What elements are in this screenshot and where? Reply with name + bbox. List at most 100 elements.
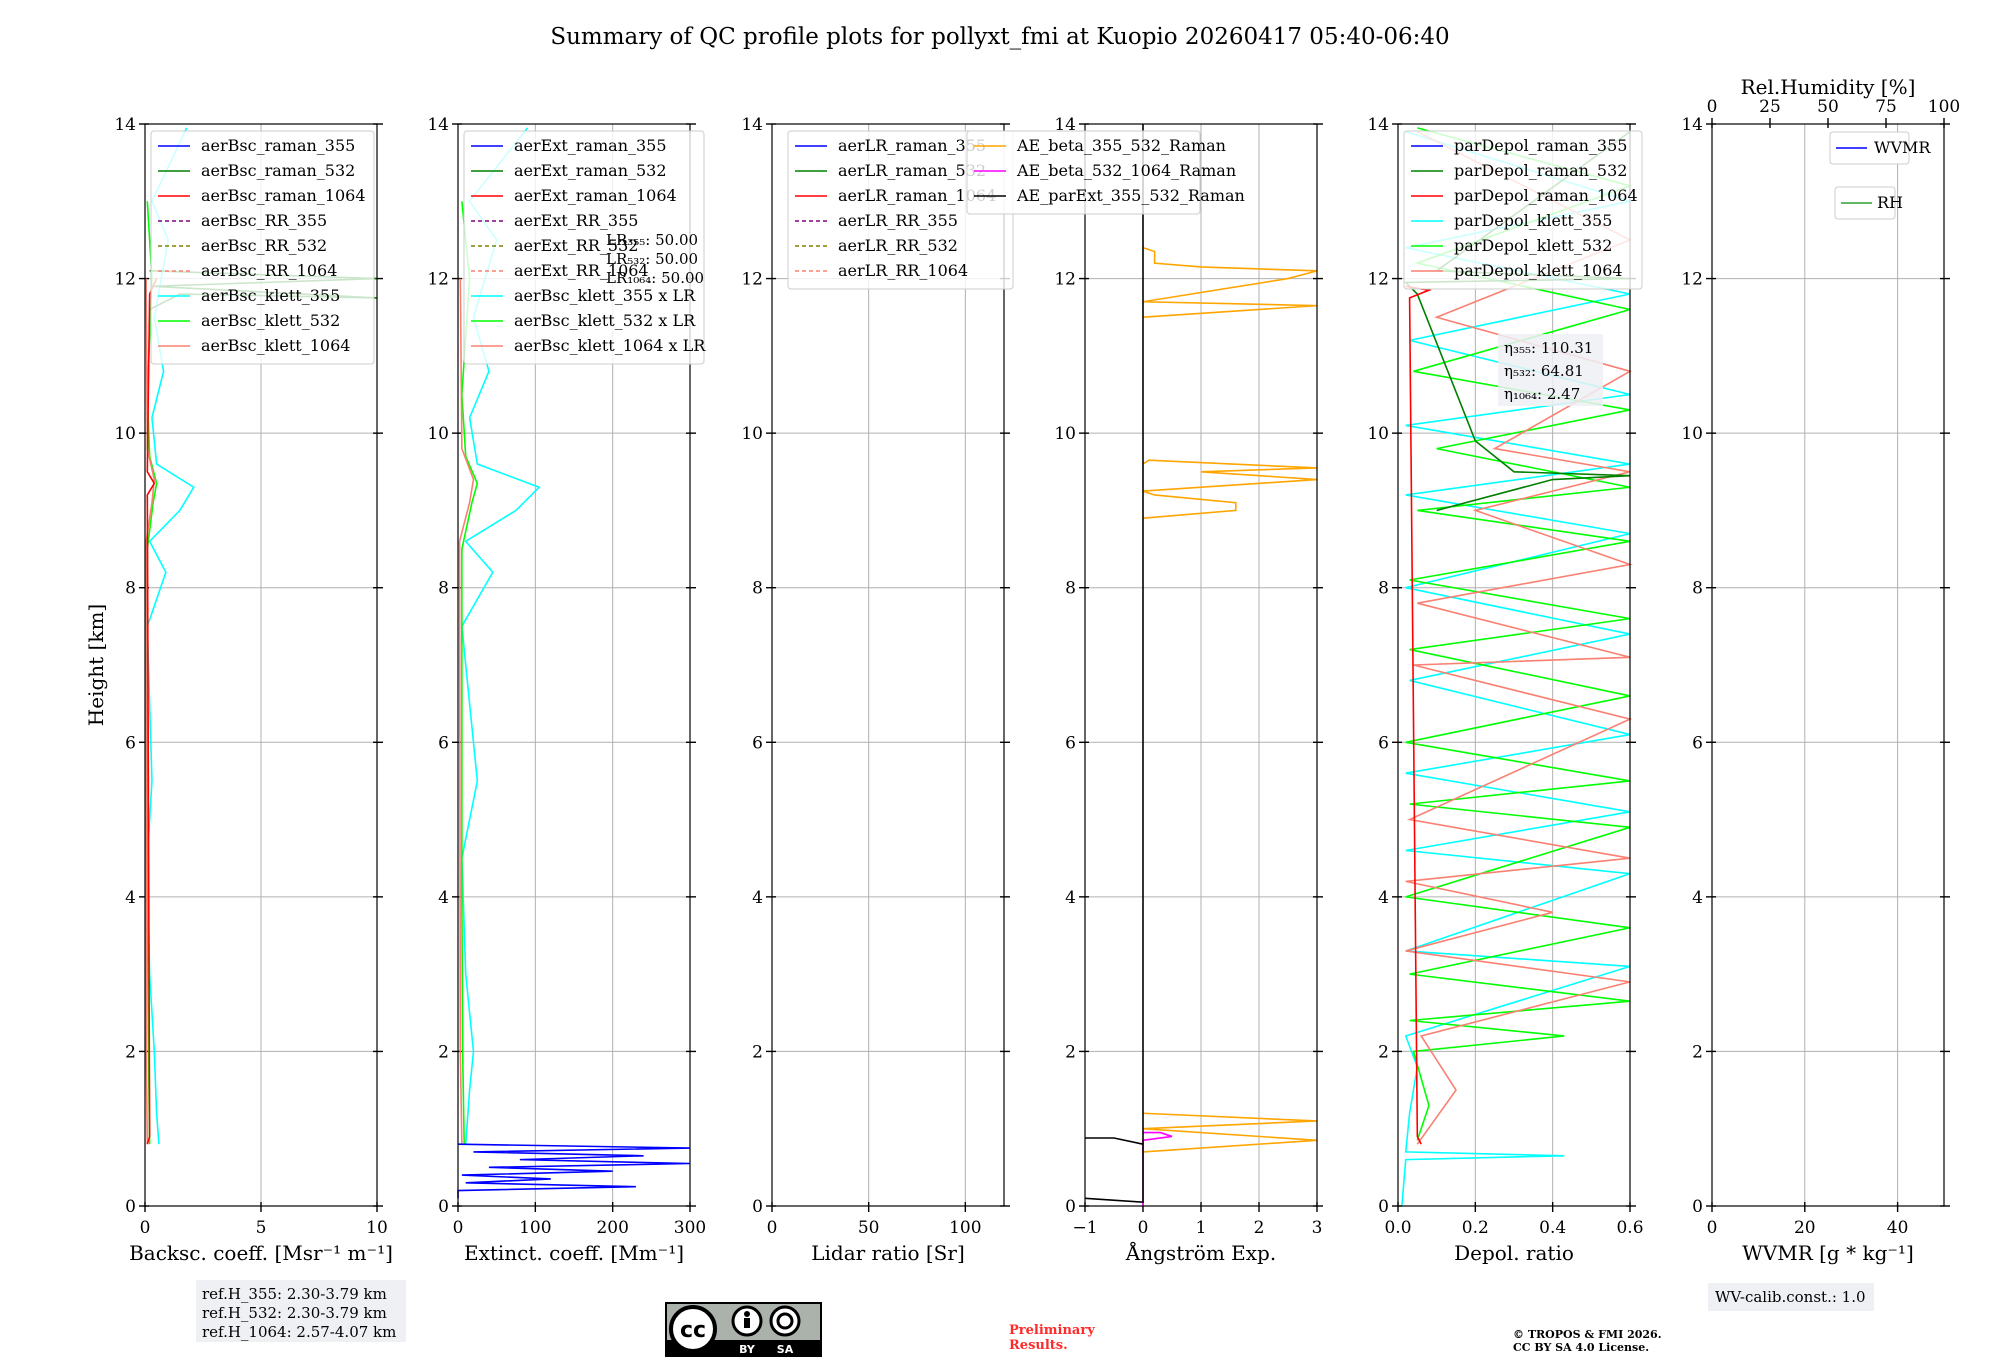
legend-label: aerExt_raman_532 [514, 161, 667, 180]
legend-label: aerBsc_klett_532 [201, 311, 340, 330]
eta-value: η₁₀₆₄: 2.47 [1504, 385, 1580, 403]
legend-label: aerLR_raman_355 [838, 136, 986, 155]
x-tick-label: 10 [366, 1218, 388, 1238]
plot-frame [1084, 123, 1318, 1207]
cc-sa-label: SA [777, 1343, 794, 1356]
x-tick-label: 0 [767, 1218, 778, 1238]
legend-label: AE_beta_355_532_Raman [1016, 136, 1226, 155]
y-tick-label: 6 [1378, 733, 1389, 753]
y-tick-label: 12 [1054, 270, 1076, 290]
eta-box: η₃₅₅: 110.31 η₅₃₂: 64.81 η₁₀₆₄: 2.47 [1498, 334, 1603, 406]
x-tick-label: 300 [674, 1218, 706, 1238]
y-tick-label: 10 [741, 424, 763, 444]
x-axis-label: Ångström Exp. [1125, 1240, 1276, 1265]
legend-label: aerLR_RR_532 [838, 236, 958, 255]
x-tick-label: 0.6 [1616, 1218, 1643, 1238]
y-tick-label: 10 [1681, 424, 1703, 444]
x-tick-label: 100 [949, 1218, 981, 1238]
lr-value: LR₅₃₂: 50.00 [606, 250, 698, 268]
legend-extinction: aerExt_raman_355 aerExt_raman_532 aerExt_r… [463, 130, 706, 365]
legend-label: AE_beta_532_1064_Raman [1016, 161, 1236, 180]
y-tick-label: 12 [741, 270, 763, 290]
legend-label: aerBsc_klett_1064 x LR [514, 336, 706, 355]
legend-frame [1829, 131, 1910, 165]
cc-license-badge: cc BY SA [665, 1302, 822, 1357]
x-axis-label: Lidar ratio [Sr] [811, 1241, 965, 1265]
lr-value: LR₁₀₆₄: 50.00 [606, 269, 704, 287]
legend-label: parDepol_klett_355 [1454, 211, 1612, 230]
y-tick-label: 8 [1065, 579, 1076, 599]
x-axis-label: WVMR [g * kg⁻¹] [1742, 1241, 1914, 1265]
legend-rh: RH [1834, 186, 1903, 220]
legend-label: parDepol_raman_1064 [1454, 186, 1638, 205]
ref-height-1064: ref.H_1064: 2.57-4.07 km [202, 1323, 396, 1341]
y-tick-label: 2 [1692, 1042, 1703, 1062]
series-pardepol-raman-1064 [1405, 285, 1432, 1145]
series-ae-beta-532-1064-raman [1142, 1131, 1173, 1206]
legend-label: aerBsc_klett_355 [201, 286, 340, 305]
y-tick-label: 0 [1692, 1197, 1703, 1217]
y-tick-label: 8 [1692, 579, 1703, 599]
wv-calib-bg [1708, 1283, 1874, 1311]
y-tick-label: 12 [1367, 270, 1389, 290]
y-tick-label: 10 [1367, 424, 1389, 444]
y-tick-label: 2 [1065, 1042, 1076, 1062]
legend-label: parDepol_raman_355 [1454, 136, 1627, 155]
legend-label: aerBsc_RR_1064 [201, 261, 337, 280]
top-tick-label: 0 [1707, 97, 1718, 117]
top-axis-label: Rel.Humidity [%] [1741, 75, 1916, 99]
legend-label: WVMR [1874, 138, 1931, 157]
cc-icon [669, 1305, 717, 1353]
y-tick-label: 12 [427, 270, 449, 290]
legend-lidar_ratio: aerLR_raman_355 aerLR_raman_532 aerLR_rama… [787, 130, 1014, 290]
ref-heights-box: ref.H_355: 2.30-3.79 km ref.H_532: 2.30-… [196, 1280, 406, 1342]
y-tick-label: 2 [125, 1042, 136, 1062]
copyright-line-2: CC BY SA 4.0 License. [1513, 1341, 1649, 1354]
legend-frame [966, 130, 1201, 215]
y-tick-label: 0 [1378, 1197, 1389, 1217]
legend-label: aerBsc_klett_532 x LR [514, 311, 696, 330]
legend-depol: parDepol_raman_355 parDepol_raman_532 parD… [1403, 130, 1643, 290]
x-tick-label: 0.2 [1462, 1218, 1489, 1238]
x-tick-label: 40 [1887, 1218, 1909, 1238]
plot-frame [771, 123, 1005, 1207]
legend-label: aerLR_RR_355 [838, 211, 958, 230]
y-tick-label: 8 [752, 579, 763, 599]
y-tick-label: 8 [1378, 579, 1389, 599]
panel-extinction: 0 2 4 6 8 10 12 14 0 100 200 300 Extinct. coeff. [Mm… [427, 115, 706, 1265]
y-tick-label: 10 [427, 424, 449, 444]
copyright-line-1: © TROPOS & FMI 2026. [1513, 1328, 1662, 1341]
x-tick-label: 200 [596, 1218, 628, 1238]
legend-wvmr: WVMR [1829, 131, 1931, 165]
series-pardepol-klett-355 [1401, 130, 1631, 1207]
x-tick-label: 0 [1138, 1218, 1149, 1238]
y-tick-label: 4 [125, 888, 136, 908]
cc-by-label: BY [739, 1343, 756, 1356]
y-tick-label: 14 [1054, 115, 1076, 135]
top-tick-label: 25 [1759, 97, 1781, 117]
legend-label: RH [1877, 193, 1903, 212]
y-tick-label: 8 [438, 579, 449, 599]
series-aerext-raman-355 [457, 1143, 691, 1199]
y-tick-label: 14 [114, 115, 136, 135]
legend-backscatter: aerBsc_raman_355 aerBsc_raman_532 aerBsc_r… [150, 130, 375, 365]
x-tick-label: 20 [1794, 1218, 1816, 1238]
series-ae-parext-355-532-raman [1084, 1137, 1144, 1203]
eta-value: η₅₃₂: 64.81 [1504, 362, 1584, 380]
x-tick-label: −1 [1072, 1218, 1097, 1238]
series-aerbsc-klett-1064-x-lr [458, 278, 475, 1145]
y-axis-label: Height [km] [84, 604, 108, 726]
y-tick-label: 10 [1054, 424, 1076, 444]
x-tick-label: 0 [453, 1218, 464, 1238]
legend-label: aerExt_raman_355 [514, 136, 667, 155]
chart-title: Summary of QC profile plots for pollyxt_… [550, 24, 1449, 50]
legend-label: aerExt_RR_1064 [514, 261, 649, 280]
legend-frame [463, 130, 705, 365]
y-tick-label: 0 [438, 1197, 449, 1217]
wv-calib-box: WV-calib.const.: 1.0 [1708, 1283, 1874, 1311]
legend-label: aerBsc_raman_1064 [201, 186, 366, 205]
ref-height-355: ref.H_355: 2.30-3.79 km [202, 1285, 387, 1303]
